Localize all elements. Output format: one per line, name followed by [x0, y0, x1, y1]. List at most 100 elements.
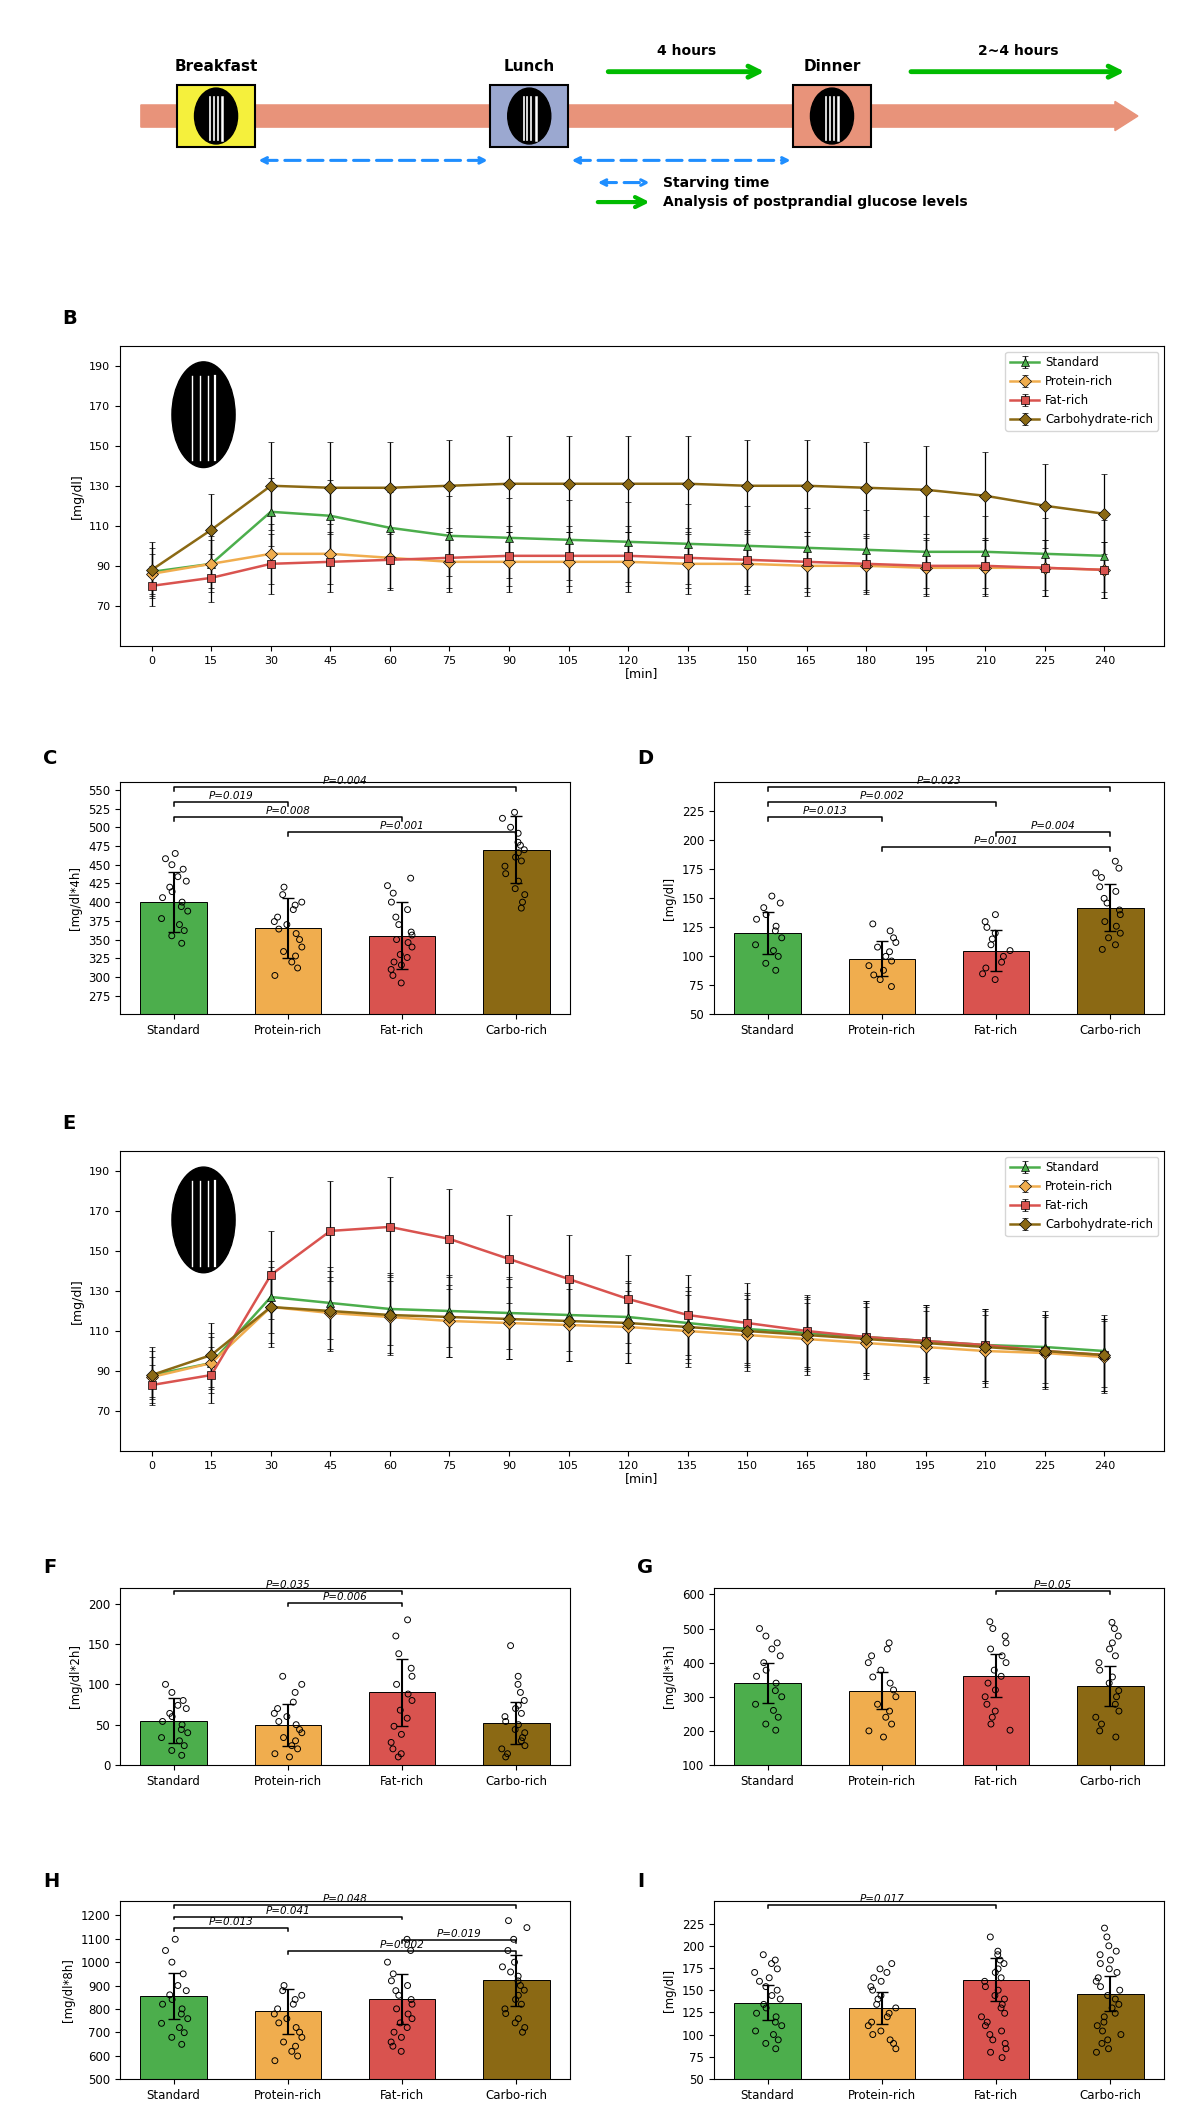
Y-axis label: [mg/dl*3h]: [mg/dl*3h] — [664, 1645, 677, 1708]
Text: P=0.013: P=0.013 — [209, 1918, 253, 1926]
Point — [500, 811, 520, 845]
Point — [170, 1723, 190, 1757]
Point — [383, 959, 402, 993]
Point — [996, 2026, 1015, 2060]
Point — [505, 872, 524, 906]
Point — [509, 1660, 528, 1694]
Point — [517, 1912, 536, 1946]
Text: P=0.013: P=0.013 — [803, 807, 847, 817]
Point — [980, 2018, 1000, 2051]
Text: P=0.002: P=0.002 — [859, 792, 905, 800]
Point — [511, 828, 530, 862]
Point — [176, 864, 196, 898]
Point — [268, 900, 287, 934]
Point — [378, 868, 397, 902]
Text: Dinner: Dinner — [803, 59, 860, 74]
Point — [392, 948, 412, 982]
Point — [868, 1687, 887, 1721]
Point — [269, 2007, 288, 2041]
Text: P=0.001: P=0.001 — [973, 836, 1019, 847]
Bar — [962, 1979, 1030, 2117]
Y-axis label: [mg/dl]: [mg/dl] — [71, 472, 84, 519]
Point — [978, 2005, 997, 2039]
Point — [978, 1666, 997, 1700]
Point — [175, 2015, 194, 2049]
Point — [870, 963, 889, 997]
Bar — [848, 2007, 916, 2117]
Point — [172, 1996, 191, 2030]
Point — [287, 1708, 306, 1742]
Point — [764, 2018, 784, 2051]
Point — [288, 951, 307, 984]
Point — [1100, 1943, 1120, 1977]
Point — [976, 2009, 995, 2043]
Point — [769, 940, 788, 974]
Y-axis label: [mg/dl]: [mg/dl] — [664, 876, 677, 921]
Bar — [176, 85, 256, 146]
Point — [384, 2015, 403, 2049]
Point — [746, 927, 766, 961]
Bar — [254, 1725, 322, 1766]
Point — [1087, 2009, 1106, 2043]
Point — [293, 1715, 312, 1749]
Point — [398, 1677, 418, 1711]
Point — [509, 1958, 528, 1992]
Point — [876, 1700, 895, 1734]
Point — [398, 1603, 418, 1636]
Text: P=0.001: P=0.001 — [379, 821, 425, 832]
Point — [1087, 1965, 1106, 1998]
Point — [391, 2007, 410, 2041]
Point — [750, 1965, 769, 1998]
Point — [162, 919, 181, 953]
Point — [871, 1965, 890, 1998]
Point — [265, 2043, 284, 2077]
Text: P=0.041: P=0.041 — [265, 1905, 311, 1916]
Text: G: G — [637, 1558, 654, 1577]
Point — [512, 845, 532, 879]
Point — [512, 1988, 532, 2022]
Point — [754, 1937, 773, 1971]
Point — [990, 1943, 1009, 1977]
Point — [290, 2015, 310, 2049]
Text: Lunch: Lunch — [504, 59, 554, 74]
Point — [877, 2001, 896, 2034]
Point — [1091, 1969, 1110, 2003]
Point — [290, 1713, 310, 1747]
Point — [283, 1988, 302, 2022]
Point — [493, 802, 512, 836]
Point — [506, 1984, 526, 2018]
Point — [862, 2005, 881, 2039]
Point — [992, 2041, 1012, 2075]
Point — [178, 893, 197, 927]
Point — [1090, 1715, 1109, 1749]
Point — [402, 1683, 421, 1717]
Point — [754, 1645, 773, 1679]
Point — [996, 1626, 1015, 1660]
Point — [283, 893, 302, 927]
Point — [877, 1632, 896, 1666]
Point — [398, 925, 418, 959]
Point — [992, 946, 1012, 980]
Ellipse shape — [508, 89, 551, 144]
Point — [156, 843, 175, 876]
Point — [772, 1679, 791, 1713]
Point — [756, 2026, 775, 2060]
Point — [176, 1691, 196, 1725]
Bar — [368, 1691, 436, 1766]
Point — [863, 906, 882, 940]
Text: P=0.008: P=0.008 — [265, 807, 311, 817]
Point — [277, 908, 296, 942]
Point — [290, 923, 310, 957]
Point — [754, 891, 773, 925]
Point — [996, 1620, 1015, 1653]
Point — [1096, 904, 1115, 938]
Point — [286, 1675, 305, 1708]
Point — [1106, 1935, 1126, 1969]
Point — [863, 1660, 882, 1694]
Point — [496, 1704, 515, 1738]
Bar — [1078, 1685, 1144, 1799]
Point — [515, 1973, 534, 2007]
Bar — [962, 1677, 1030, 1799]
Point — [391, 965, 410, 999]
Point — [1087, 2034, 1106, 2068]
